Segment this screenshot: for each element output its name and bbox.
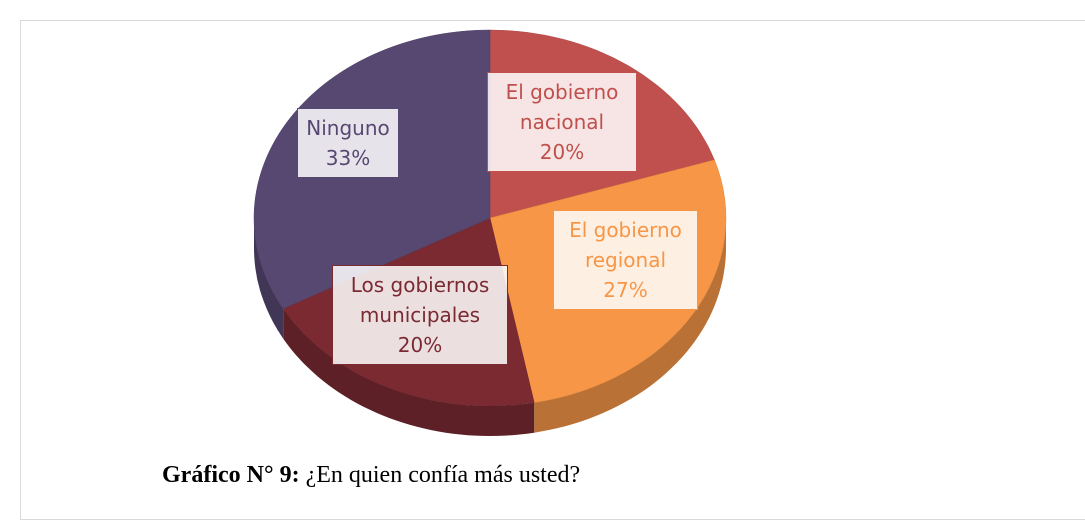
label-value: 20%	[539, 140, 585, 164]
caption: Gráfico N° 9: ¿En quien confía más usted…	[162, 462, 580, 489]
label-category: El gobierno regional	[569, 218, 682, 272]
data-label: El gobierno regional 27%	[553, 210, 698, 310]
label-value: 27%	[603, 278, 648, 302]
label-category: El gobierno nacional	[505, 80, 619, 134]
label-value: 33%	[325, 146, 371, 170]
label-value: 20%	[397, 333, 443, 357]
page: Gráfico N° 9: ¿En quien confía más usted…	[20, 20, 1085, 520]
data-label: Ninguno 33%	[297, 108, 399, 178]
data-label: El gobierno nacional 20%	[487, 72, 637, 172]
slice-side	[283, 308, 535, 436]
label-category: Ninguno	[306, 116, 390, 140]
data-label: Los gobiernos municipales 20%	[332, 265, 508, 365]
caption-label: Gráfico N° 9:	[162, 462, 300, 488]
slice-side	[254, 218, 284, 339]
slice-side	[534, 218, 726, 433]
caption-text: ¿En quien confía más usted?	[305, 462, 581, 488]
label-category: Los gobiernos municipales	[350, 273, 490, 327]
